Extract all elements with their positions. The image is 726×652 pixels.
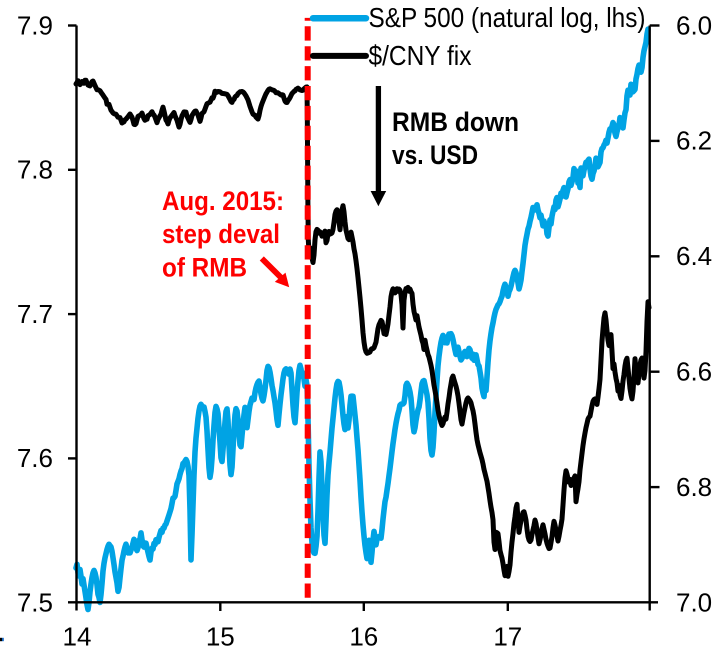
svg-text:7.6: 7.6	[17, 443, 53, 473]
svg-text:S&P 500 (natural log, lhs): S&P 500 (natural log, lhs)	[369, 2, 646, 33]
svg-text:15: 15	[206, 622, 235, 652]
svg-text:7.0: 7.0	[676, 587, 712, 617]
svg-text:7.9: 7.9	[17, 10, 53, 40]
svg-text:RMB down: RMB down	[392, 107, 519, 137]
svg-text:of RMB: of RMB	[162, 253, 247, 283]
svg-text:6.8: 6.8	[676, 472, 712, 502]
svg-text:6.2: 6.2	[676, 126, 712, 156]
svg-text:7.5: 7.5	[17, 587, 53, 617]
svg-text:6.4: 6.4	[676, 241, 712, 271]
svg-text:$/CNY fix: $/CNY fix	[369, 40, 472, 71]
svg-text:step deval: step deval	[162, 219, 280, 249]
svg-text:6.0: 6.0	[676, 10, 712, 40]
svg-text:Aug. 2015:: Aug. 2015:	[162, 186, 284, 216]
svg-text:7.8: 7.8	[17, 155, 53, 185]
svg-text:7.7: 7.7	[17, 299, 53, 329]
svg-text:vs. USD: vs. USD	[392, 140, 478, 170]
svg-text:17: 17	[493, 622, 522, 652]
svg-text:6.6: 6.6	[676, 357, 712, 387]
svg-text:16: 16	[349, 622, 378, 652]
svg-text:14: 14	[63, 622, 92, 652]
